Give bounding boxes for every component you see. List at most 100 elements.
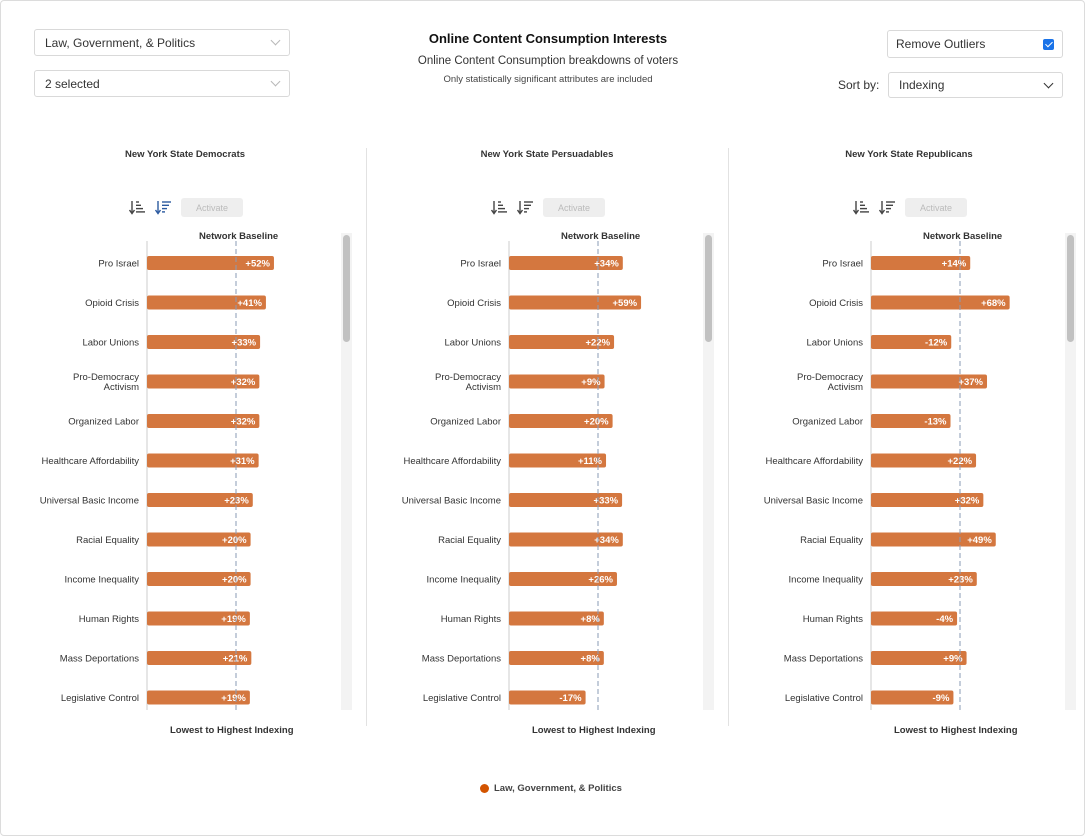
bar[interactable]: [871, 295, 1010, 310]
bar[interactable]: [147, 690, 250, 705]
bar-value-label: +41%: [237, 298, 262, 309]
category-label: Income Inequality: [427, 575, 502, 586]
bar[interactable]: [147, 414, 260, 428]
bar[interactable]: [871, 611, 958, 626]
sort-descending-icon[interactable]: [878, 200, 895, 215]
category-label: Legislative Control: [61, 693, 139, 704]
scrollbar[interactable]: [703, 233, 714, 710]
category-label: Mass Deportations: [60, 654, 139, 665]
category-label: Pro-Democracy: [73, 372, 139, 383]
bar[interactable]: [509, 611, 604, 626]
category-label: Human Rights: [441, 614, 501, 625]
sort-dropdown-value: Indexing: [899, 78, 945, 92]
activate-button[interactable]: Activate: [543, 198, 605, 217]
category-label: Organized Labor: [430, 417, 501, 428]
category-label: Universal Basic Income: [402, 496, 501, 507]
significance-note: Only statistically significant attribute…: [443, 74, 653, 85]
category-label: Activism: [828, 382, 863, 393]
bar[interactable]: [147, 572, 251, 586]
bar[interactable]: [509, 453, 607, 468]
remove-outliers-control[interactable]: Remove Outliers: [887, 30, 1063, 58]
scrollbar-thumb[interactable]: [1067, 235, 1074, 342]
bar[interactable]: [871, 690, 954, 705]
panel-toolbar: Activate: [490, 198, 605, 217]
chart-legend: Law, Government, & Politics: [480, 783, 622, 794]
sort-ascending-icon[interactable]: [490, 200, 507, 215]
bar-value-label: +9%: [581, 377, 601, 388]
bar[interactable]: [871, 256, 971, 270]
bar[interactable]: [147, 374, 260, 389]
bar[interactable]: [147, 611, 250, 626]
category-label: Healthcare Affordability: [41, 456, 139, 467]
bar[interactable]: [509, 335, 615, 349]
bar[interactable]: [871, 374, 988, 389]
bar[interactable]: [871, 493, 984, 507]
category-label: Labor Unions: [444, 338, 501, 349]
bar[interactable]: [871, 453, 977, 468]
bar[interactable]: [871, 414, 951, 428]
category-label: Activism: [466, 382, 501, 393]
bar[interactable]: [871, 532, 996, 547]
bar[interactable]: [147, 532, 251, 547]
segments-dropdown[interactable]: 2 selected: [34, 70, 290, 97]
bar[interactable]: [147, 493, 253, 507]
page-title: Online Content Consumption Interests: [428, 31, 668, 46]
scrollbar[interactable]: [1065, 233, 1076, 710]
bar[interactable]: [509, 532, 623, 547]
bar-value-label: +34%: [594, 535, 619, 546]
bar[interactable]: [509, 651, 604, 665]
bar[interactable]: [147, 651, 252, 665]
bar[interactable]: [509, 690, 586, 705]
scrollbar-thumb[interactable]: [343, 235, 350, 342]
panel-divider: [366, 148, 367, 726]
category-label: Healthcare Affordability: [765, 456, 863, 467]
bar[interactable]: [509, 295, 642, 310]
bar-value-label: +11%: [578, 456, 603, 467]
category-label: Income Inequality: [65, 575, 140, 586]
category-dropdown[interactable]: Law, Government, & Politics: [34, 29, 290, 56]
scrollbar[interactable]: [341, 233, 352, 710]
sort-ascending-icon[interactable]: [852, 200, 869, 215]
bar[interactable]: [147, 256, 274, 270]
sort-descending-icon[interactable]: [154, 200, 171, 215]
category-label: Universal Basic Income: [764, 496, 863, 507]
bar[interactable]: [147, 453, 259, 468]
bar-value-label: +26%: [588, 575, 613, 586]
bar[interactable]: [509, 493, 623, 507]
bar-value-label: -13%: [924, 417, 947, 428]
bar[interactable]: [509, 374, 605, 389]
bar[interactable]: [509, 572, 617, 586]
network-baseline-label: Network Baseline: [561, 231, 641, 242]
bar-value-label: +20%: [222, 535, 247, 546]
panel-title: New York State Republicans: [845, 149, 973, 160]
category-label: Legislative Control: [785, 693, 863, 704]
category-label: Pro-Democracy: [797, 372, 863, 383]
panel-divider: [728, 148, 729, 726]
activate-button[interactable]: Activate: [181, 198, 243, 217]
bar-value-label: -4%: [936, 614, 953, 625]
bar[interactable]: [147, 335, 261, 349]
network-baseline-label: Network Baseline: [923, 231, 1003, 242]
bar[interactable]: [509, 414, 613, 428]
bar[interactable]: [509, 256, 623, 270]
bar-chart: +14% Pro Israel +68% Opioid Crisis -12% Labor…: [764, 241, 1010, 710]
bar[interactable]: [871, 572, 977, 586]
bar-value-label: +32%: [231, 377, 256, 388]
remove-outliers-checkbox[interactable]: [1043, 38, 1054, 50]
sort-ascending-icon[interactable]: [128, 200, 145, 215]
sort-dropdown[interactable]: Indexing: [888, 72, 1063, 98]
panel-toolbar: Activate: [852, 198, 967, 217]
page-subtitle: Online Content Consumption breakdowns of…: [417, 55, 679, 67]
activate-button[interactable]: Activate: [905, 198, 967, 217]
network-baseline-label: Network Baseline: [199, 231, 279, 242]
legend-label: Law, Government, & Politics: [494, 783, 622, 794]
bar[interactable]: [871, 335, 952, 349]
bar-value-label: +52%: [245, 259, 270, 270]
category-label: Organized Labor: [68, 417, 139, 428]
sort-order-label: Lowest to Highest Indexing: [170, 725, 294, 736]
bar[interactable]: [871, 651, 967, 665]
chart-panel-republicans: New York State Republicans Activate Netw…: [724, 148, 1084, 748]
sort-descending-icon[interactable]: [516, 200, 533, 215]
scrollbar-thumb[interactable]: [705, 235, 712, 342]
category-label: Pro Israel: [822, 259, 863, 270]
